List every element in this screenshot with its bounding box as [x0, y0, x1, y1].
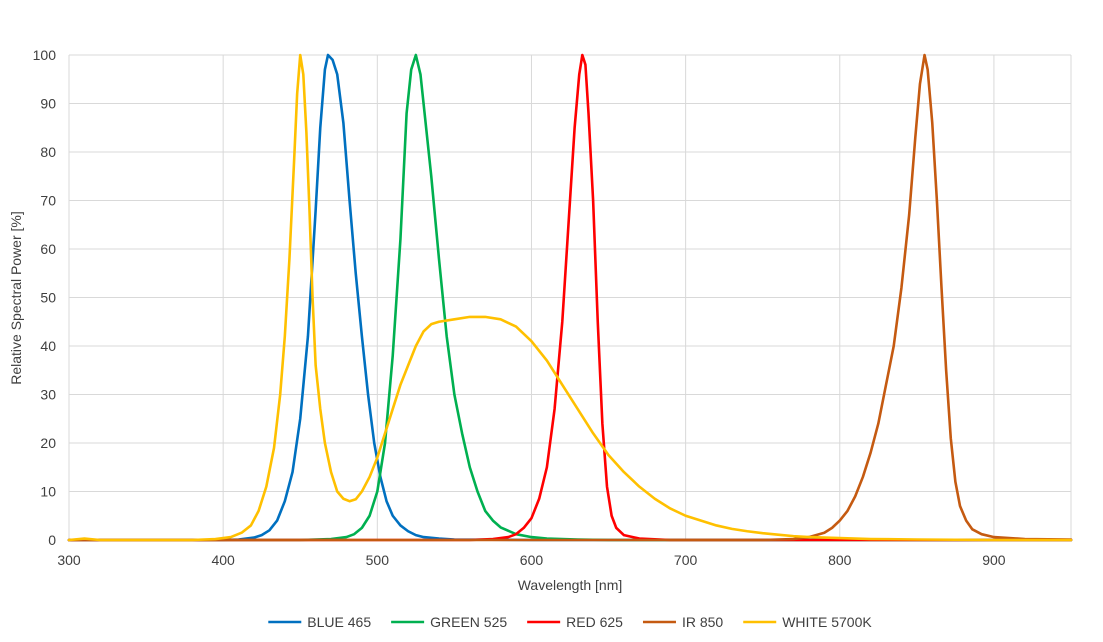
legend-label: BLUE 465 [307, 614, 371, 630]
y-axis-title: Relative Spectral Power [%] [8, 211, 24, 385]
series-lines [67, 53, 1073, 542]
series-line-green-525 [67, 53, 1073, 542]
legend-item-red-625: RED 625 [527, 614, 623, 630]
legend-label: WHITE 5700K [782, 614, 872, 630]
x-tick-label: 900 [982, 552, 1006, 568]
y-tick-label: 20 [40, 435, 56, 451]
legend: BLUE 465 GREEN 525 RED 625 IR 850 WHITE 5700… [268, 614, 872, 630]
legend-item-green-525: GREEN 525 [391, 614, 507, 630]
legend-label: IR 850 [682, 614, 723, 630]
y-tick-label: 70 [40, 193, 56, 209]
legend-item-white-5700k: WHITE 5700K [743, 614, 872, 630]
x-tick-label: 800 [828, 552, 852, 568]
y-tick-label: 40 [40, 338, 56, 354]
legend-item-ir-850: IR 850 [642, 614, 723, 630]
series-line-red-625 [67, 53, 1073, 542]
x-tick-label: 600 [520, 552, 544, 568]
x-tick-label: 700 [674, 552, 698, 568]
x-tick-labels: 300 400 500 600 700 800 900 [57, 552, 1005, 568]
y-tick-label: 90 [40, 96, 56, 112]
gridlines [68, 54, 1072, 540]
y-tick-label: 50 [40, 290, 56, 306]
y-tick-label: 80 [40, 144, 56, 160]
y-tick-label: 100 [33, 47, 57, 63]
x-axis-title: Wavelength [nm] [518, 577, 623, 593]
x-tick-label: 500 [366, 552, 390, 568]
series-line-blue-465 [67, 53, 1073, 542]
x-tick-label: 300 [57, 552, 81, 568]
y-tick-label: 30 [40, 387, 56, 403]
legend-label: GREEN 525 [430, 614, 507, 630]
x-tick-label: 400 [211, 552, 235, 568]
legend-item-blue-465: BLUE 465 [268, 614, 371, 630]
y-tick-label: 60 [40, 241, 56, 257]
series-line-ir-850 [67, 53, 1073, 542]
y-tick-label: 0 [48, 532, 56, 548]
y-tick-labels: 0 10 20 30 40 50 60 70 80 90 100 [33, 47, 57, 548]
y-tick-label: 10 [40, 484, 56, 500]
series-line-white-5700k [67, 53, 1073, 542]
legend-label: RED 625 [566, 614, 623, 630]
